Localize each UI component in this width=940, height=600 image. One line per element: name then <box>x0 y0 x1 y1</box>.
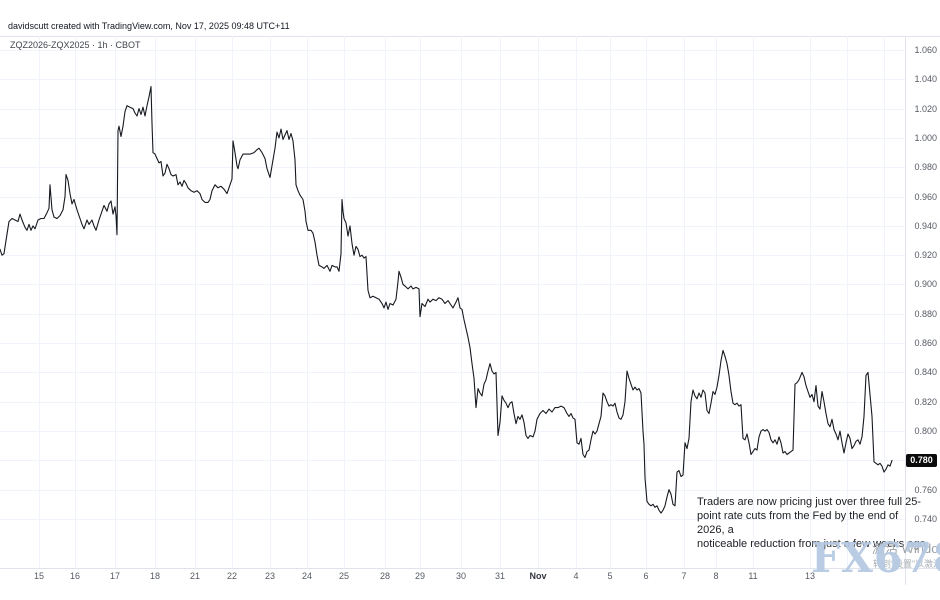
price-tick-label: 1.000 <box>914 133 937 143</box>
price-tick-label: 0.860 <box>914 338 937 348</box>
time-tick-label: 30 <box>455 571 466 581</box>
price-tick-label: 1.040 <box>914 74 937 84</box>
price-tick-label: 0.920 <box>914 250 937 260</box>
time-tick-label: 22 <box>226 571 237 581</box>
time-tick-label: 18 <box>149 571 160 581</box>
time-tick-label: 31 <box>494 571 505 581</box>
price-tick-label: 0.740 <box>914 514 937 524</box>
time-tick-label: 28 <box>379 571 390 581</box>
annotation-line: Traders are now pricing just over three … <box>697 496 921 508</box>
price-tick-label: 1.020 <box>914 104 937 114</box>
chart-top-border <box>0 36 940 37</box>
time-tick-label: 29 <box>414 571 425 581</box>
price-tick-label: 0.980 <box>914 162 937 172</box>
price-tick-label: 0.760 <box>914 485 937 495</box>
price-tick-label: 0.820 <box>914 397 937 407</box>
time-tick-label: 24 <box>301 571 312 581</box>
activate-windows-text: 激活 Windows <box>872 541 940 556</box>
price-tick-label: 0.880 <box>914 309 937 319</box>
annotation-line: noticeable reduction from just a few wee… <box>697 538 926 550</box>
time-tick-label: 17 <box>109 571 120 581</box>
time-tick-label: 11 <box>748 571 758 581</box>
time-tick-label: 21 <box>189 571 200 581</box>
time-tick-label: 16 <box>69 571 80 581</box>
annotation-line: point rate cuts from the Fed by the end … <box>697 510 899 536</box>
price-tick-label: 0.840 <box>914 367 937 377</box>
time-tick-label: 25 <box>338 571 349 581</box>
time-tick-label: 4 <box>573 571 579 581</box>
time-tick-label: 7 <box>681 571 687 581</box>
time-tick-label: 5 <box>607 571 613 581</box>
last-price-badge: 0.780 <box>906 453 937 467</box>
price-tick-label: 0.940 <box>914 221 937 231</box>
time-tick-label: 15 <box>33 571 44 581</box>
price-axis-separator[interactable] <box>905 36 906 585</box>
price-tick-label: 0.900 <box>914 279 937 289</box>
time-tick-label: Nov <box>529 571 547 581</box>
price-tick-label: 1.060 <box>914 45 937 55</box>
time-tick-label: 6 <box>643 571 649 581</box>
price-tick-label: 0.800 <box>914 426 937 436</box>
attribution-text: davidscutt created with TradingView.com,… <box>8 21 290 31</box>
fx678-watermark: FX678 <box>811 534 940 582</box>
symbol-legend[interactable]: ZQZ2026-ZQX2025 · 1h · CBOT <box>10 40 141 50</box>
time-tick-label: 23 <box>264 571 275 581</box>
time-axis-separator[interactable] <box>0 568 940 569</box>
activate-windows-subtext: 转到“设置”以激活 Windows。 <box>873 559 940 569</box>
price-tick-label: 0.960 <box>914 192 937 202</box>
time-tick-label: 8 <box>713 571 719 581</box>
time-tick-label: 13 <box>804 571 815 581</box>
price-line <box>0 86 893 514</box>
annotation-text: Traders are now pricing just over three … <box>697 495 927 551</box>
